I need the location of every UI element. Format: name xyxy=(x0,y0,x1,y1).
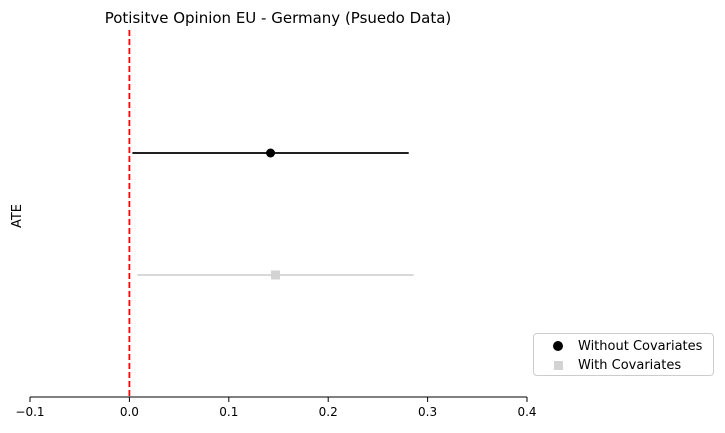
estimate-marks xyxy=(132,148,414,280)
x-tick-label: −0.1 xyxy=(15,405,44,419)
legend-item-without-covariates: Without Covariates xyxy=(544,337,702,355)
x-tick-label: 0.1 xyxy=(219,405,238,419)
legend-circle-marker xyxy=(544,337,574,355)
chart-title: Potisitve Opinion EU - Germany (Psuedo D… xyxy=(105,9,452,27)
legend: Without Covariates With Covariates xyxy=(533,333,714,376)
legend-item-with-covariates: With Covariates xyxy=(544,356,681,374)
legend-square-marker xyxy=(544,356,574,374)
x-tick-label: 0.3 xyxy=(418,405,437,419)
legend-label-with-covariates: With Covariates xyxy=(578,357,682,373)
point-estimate-circle xyxy=(266,148,276,158)
x-tick-label: 0.2 xyxy=(319,405,338,419)
x-tick-label: 0.0 xyxy=(120,405,139,419)
y-axis-label: ATE xyxy=(10,204,25,228)
legend-label-without-covariates: Without Covariates xyxy=(578,338,703,354)
x-axis-ticks: −0.1 0.0 0.1 0.2 0.3 0.4 xyxy=(15,397,537,419)
x-tick-label: 0.4 xyxy=(517,405,536,419)
point-estimate-square xyxy=(271,270,281,280)
